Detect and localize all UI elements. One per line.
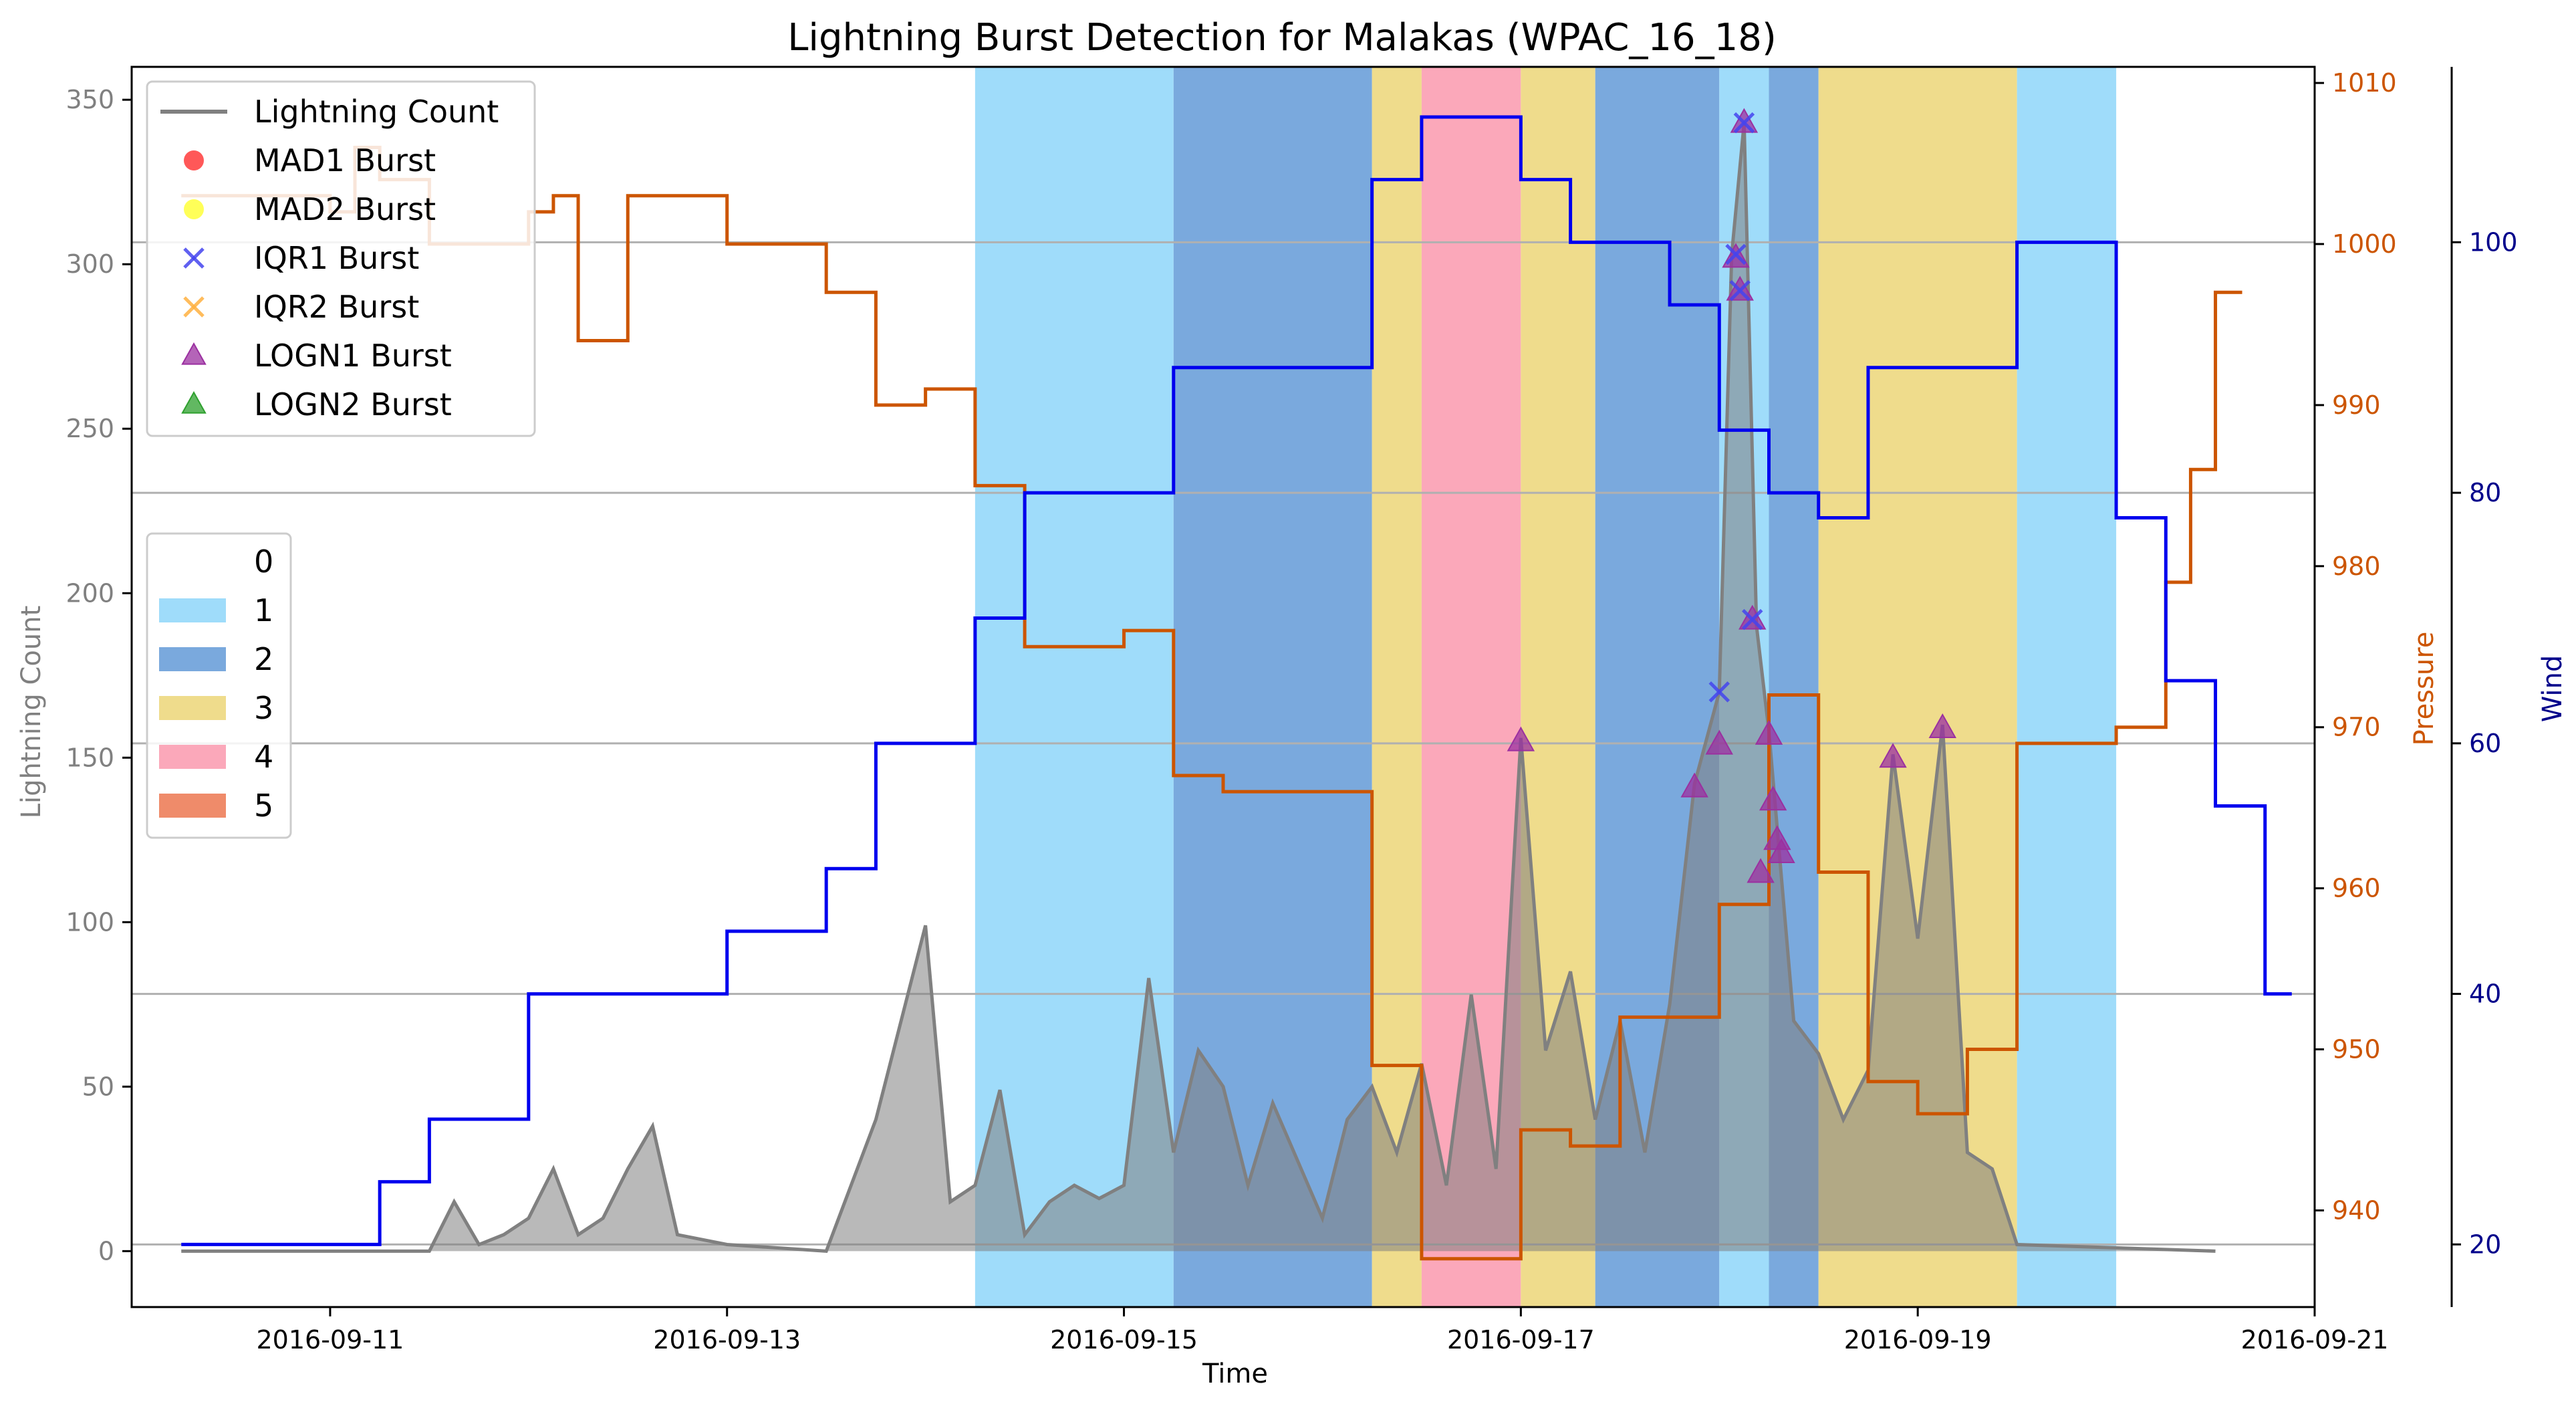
legend-x-swatch bbox=[183, 247, 205, 269]
iqr1-marker bbox=[1725, 243, 1747, 265]
y-left-tick-label: 100 bbox=[66, 907, 114, 937]
legend-category-label: 3 bbox=[254, 690, 273, 726]
legend-category-swatch bbox=[159, 794, 226, 818]
logn1-marker bbox=[1879, 743, 1907, 768]
legend-category-swatch bbox=[159, 598, 226, 622]
y-left-tick-label: 0 bbox=[98, 1236, 114, 1266]
y-left-tick-label: 200 bbox=[66, 578, 114, 608]
iqr1-marker bbox=[1733, 112, 1755, 134]
lightning-area bbox=[181, 122, 2216, 1252]
x-tick-label: 2016-09-19 bbox=[1844, 1325, 1992, 1355]
legend-category-label: 4 bbox=[254, 739, 273, 775]
y-left-tick-label: 150 bbox=[66, 743, 114, 772]
legend-categories: 0 1 2 3 4 5 bbox=[146, 532, 292, 839]
logn1-marker bbox=[1928, 713, 1956, 739]
iqr1-marker bbox=[1729, 279, 1751, 302]
y-pressure-tick-label: 990 bbox=[2332, 390, 2381, 420]
logn1-marker bbox=[1755, 719, 1783, 745]
pressure-line bbox=[181, 145, 2242, 1261]
x-stroke bbox=[1733, 112, 1755, 134]
pressure-series bbox=[181, 145, 2242, 1261]
legend-triangle-swatch bbox=[181, 342, 207, 365]
x-axis-label: Time bbox=[1202, 1359, 1268, 1389]
chart-title: Lightning Burst Detection for Malakas (W… bbox=[787, 16, 1777, 60]
legend-circle-swatch bbox=[184, 150, 204, 170]
legend-category-label: 5 bbox=[254, 788, 273, 824]
legend-category-label: 1 bbox=[254, 592, 273, 628]
logn1-marker bbox=[1759, 786, 1787, 811]
wind-series bbox=[181, 115, 2292, 1246]
y-pressure-tick-label: 960 bbox=[2332, 874, 2381, 903]
x-stroke bbox=[1725, 243, 1747, 265]
y-wind-tick-label: 20 bbox=[2469, 1229, 2501, 1259]
wind-line bbox=[181, 115, 2292, 1246]
legend-series-box bbox=[146, 80, 536, 437]
y-wind-tick-label: 80 bbox=[2469, 478, 2501, 507]
legend-circle-swatch bbox=[184, 199, 204, 219]
y-axis-label-pressure: Pressure bbox=[2409, 632, 2440, 746]
legend-series-label: IQR1 Burst bbox=[254, 240, 419, 276]
x-stroke bbox=[183, 247, 205, 269]
x-stroke bbox=[1741, 608, 1763, 630]
y-pressure-tick-label: 940 bbox=[2332, 1195, 2381, 1225]
legend-series-label: MAD2 Burst bbox=[254, 191, 436, 227]
y-axis-label-wind: Wind bbox=[2537, 655, 2568, 723]
iqr1-marker bbox=[1741, 608, 1763, 630]
legend-category-swatch bbox=[159, 745, 226, 769]
lightning-series bbox=[181, 122, 2216, 1253]
logn1-marker bbox=[1705, 729, 1733, 755]
legend-series-label: Lightning Count bbox=[254, 94, 499, 130]
iqr1-marker bbox=[1708, 681, 1730, 703]
legend-category-label: 2 bbox=[254, 641, 273, 677]
x-tick-label: 2016-09-17 bbox=[1447, 1325, 1595, 1355]
plot-frame bbox=[130, 66, 2316, 1308]
logn1-marker bbox=[1507, 726, 1535, 751]
x-tick-label: 2016-09-13 bbox=[653, 1325, 801, 1355]
legend-series-label: IQR2 Burst bbox=[254, 289, 419, 325]
x-tick-label: 2016-09-15 bbox=[1050, 1325, 1198, 1355]
y-wind-tick-label: 40 bbox=[2469, 979, 2501, 1009]
y-pressure-tick-label: 950 bbox=[2332, 1035, 2381, 1064]
legend-category-swatch bbox=[159, 647, 226, 671]
y-pressure-tick-label: 970 bbox=[2332, 713, 2381, 742]
y-left-tick-label: 350 bbox=[66, 85, 114, 114]
legend-series-label: LOGN2 Burst bbox=[254, 386, 452, 423]
legend-category-label: 0 bbox=[254, 544, 273, 580]
legend-category-swatch bbox=[159, 550, 226, 574]
lightning-line bbox=[181, 122, 2216, 1253]
legend-series-label: MAD1 Burst bbox=[254, 142, 436, 179]
x-stroke bbox=[1708, 681, 1730, 703]
legend-series-label: LOGN1 Burst bbox=[254, 338, 452, 374]
logn1-marker bbox=[1767, 838, 1795, 863]
y-axis-label-lightning: Lightning Count bbox=[16, 606, 47, 819]
legend-series: Lightning Count MAD1 Burst MAD2 Burst IQR1 … bbox=[146, 80, 536, 437]
x-stroke bbox=[183, 296, 205, 318]
y-left-tick-label: 250 bbox=[66, 414, 114, 443]
y-pressure-tick-label: 1010 bbox=[2332, 68, 2397, 98]
legend-triangle-swatch bbox=[181, 390, 207, 414]
y-pressure-tick-label: 980 bbox=[2332, 552, 2381, 581]
y-left-tick-label: 50 bbox=[82, 1072, 114, 1101]
y-left-tick-label: 300 bbox=[66, 249, 114, 279]
legend-x-swatch bbox=[183, 296, 205, 318]
x-stroke bbox=[1729, 279, 1751, 302]
y-wind-tick-label: 60 bbox=[2469, 729, 2501, 758]
y-wind-tick-label: 100 bbox=[2469, 227, 2518, 257]
logn1-marker bbox=[1680, 772, 1708, 798]
axes: 0501001502002503003509409509609709809901… bbox=[66, 66, 2518, 1355]
legend-category-swatch bbox=[159, 696, 226, 720]
x-tick-label: 2016-09-21 bbox=[2241, 1325, 2389, 1355]
logn1-marker bbox=[1747, 858, 1775, 883]
y-pressure-tick-label: 1000 bbox=[2332, 229, 2397, 259]
category-span bbox=[2017, 67, 2117, 1307]
burst-markers bbox=[1507, 108, 1956, 883]
x-tick-label: 2016-09-11 bbox=[256, 1325, 404, 1355]
